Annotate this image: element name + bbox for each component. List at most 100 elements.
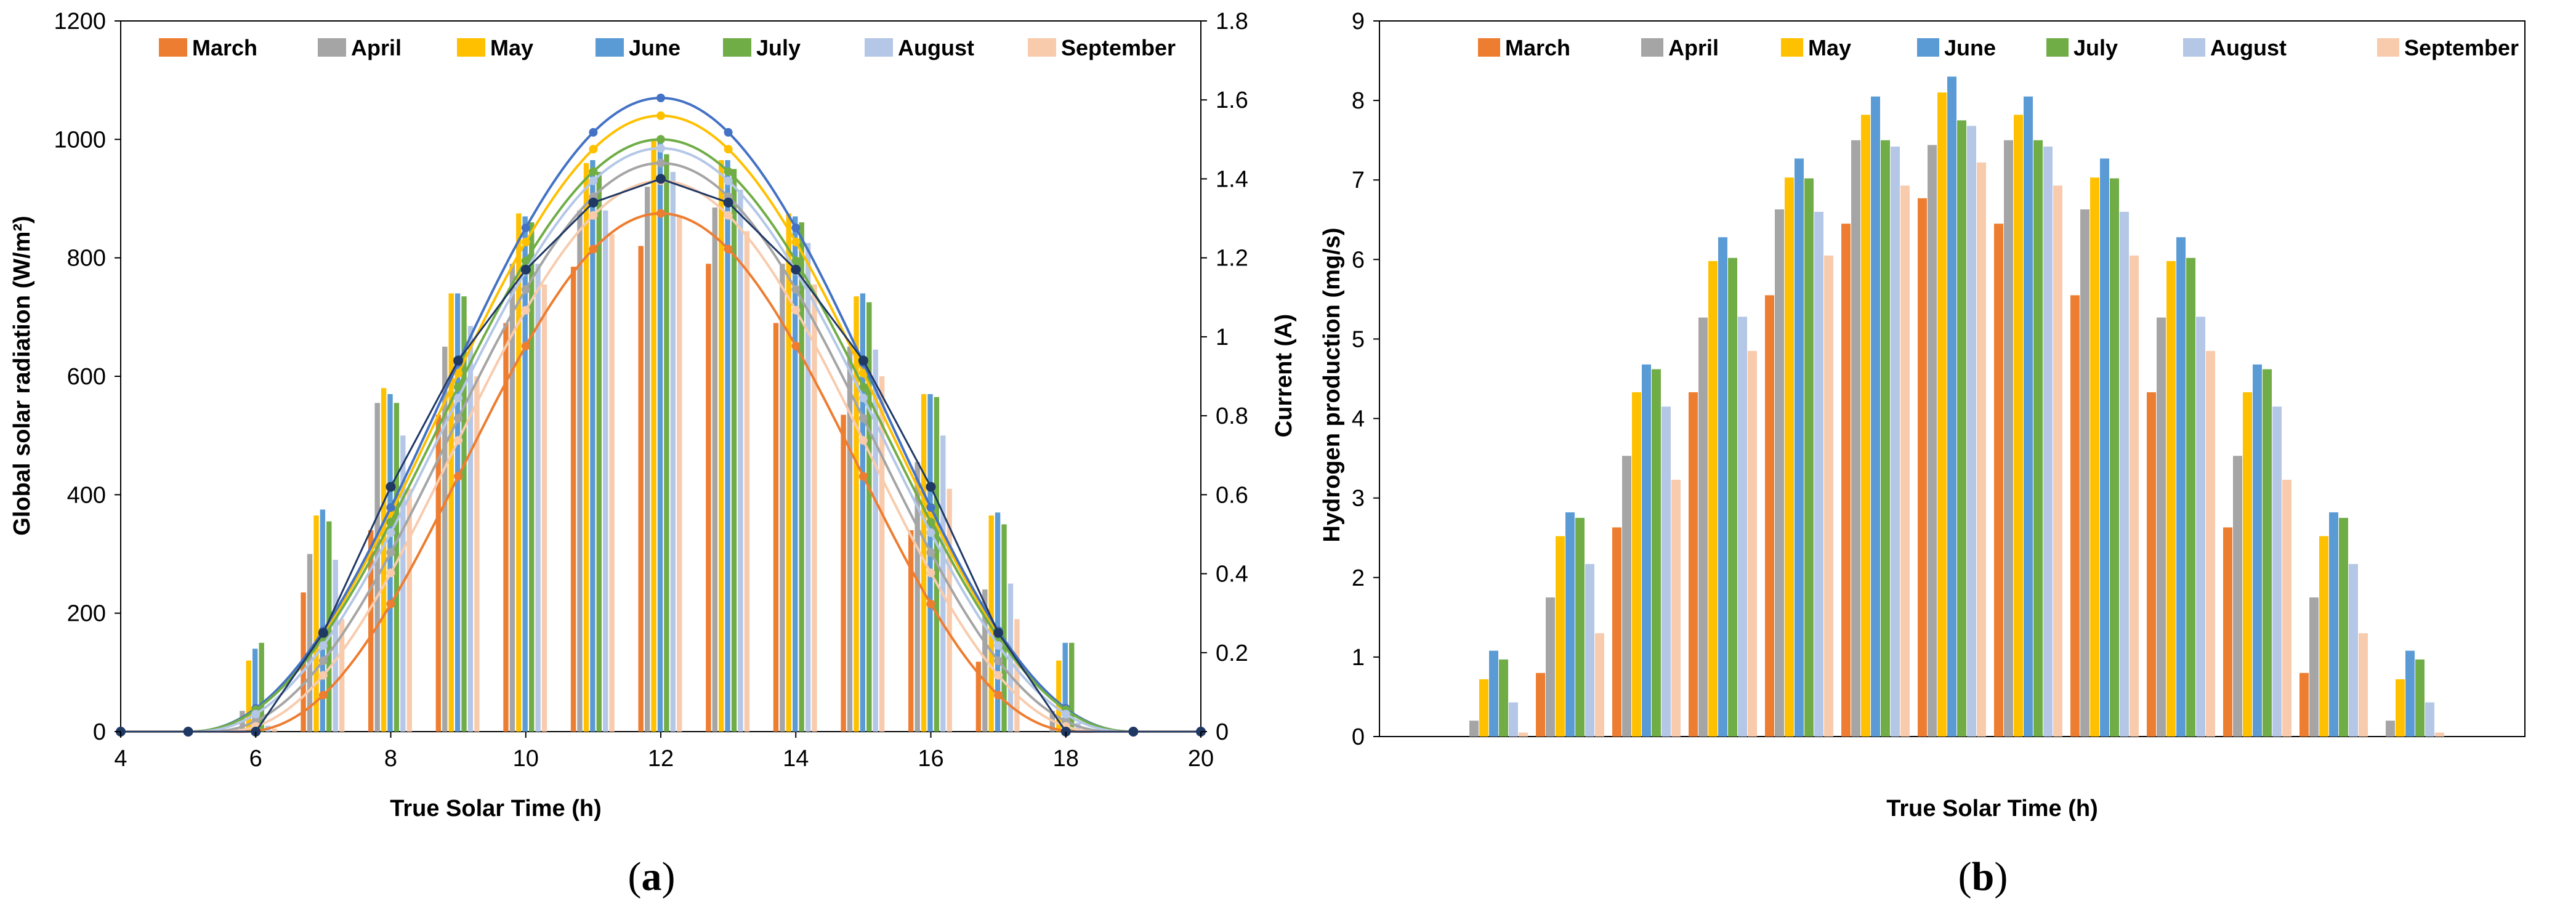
panel-a-curve-point-august-15 [858, 394, 868, 403]
panel-a-tick-labels: 4 6 8 10 12 14 16 18 2002004006008001000120000.2… [54, 9, 1248, 772]
panel-a-y2-tick-0-6: 0.6 [1216, 482, 1248, 508]
panel-a-axes [115, 20, 1207, 738]
panel-a-legend-label-march: March [192, 35, 257, 60]
panel-a-curve-point-april-16 [926, 548, 935, 557]
panel-b-bar-march-3 [1536, 673, 1545, 737]
panel-a-y2-tick-1-4: 1.4 [1216, 166, 1248, 192]
panel-b-legend-swatch-march [1478, 38, 1500, 57]
panel-a-curve-point-march-12 [656, 209, 665, 218]
panel-b-bar-july-13 [2339, 517, 2348, 737]
panel-b-bar-june-2 [1489, 650, 1498, 737]
panel-a-bar-july-14 [799, 222, 804, 732]
panel-a-bar-july-9 [461, 296, 467, 732]
panel-a-curve-point-april-10 [521, 285, 530, 294]
panel-b-bar-august-11 [2196, 317, 2205, 737]
panel-a-legend-label-may: May [490, 35, 533, 60]
panel-a-legend: March April May June July August September [159, 35, 1176, 60]
panel-a-curve-point-june-16 [926, 503, 935, 512]
panel-b-chart: 0 1 2 3 4 5 6 7 8 9 March April May June July August Se… [1319, 9, 2526, 899]
panel-b-bar-september-4 [1671, 480, 1681, 737]
panel-a-current-point-12 [656, 174, 666, 184]
panel-a-bar-september-14 [812, 284, 817, 732]
panel-a-legend-item-april: April [318, 35, 402, 60]
panel-a-curve-point-august-9 [454, 394, 463, 403]
panel-a-curve-point-september-16 [926, 568, 935, 578]
panel-a-y-tick-400: 400 [67, 482, 106, 508]
panel-b-y-tick-2: 2 [1352, 565, 1365, 591]
panel-b-bar-march-10 [2070, 295, 2080, 737]
panel-b-legend-item-june: June [1917, 35, 1996, 60]
panel-b-y-tick-4: 4 [1352, 406, 1365, 432]
panel-b-bar-group-8 [1918, 76, 1986, 737]
panel-a-bar-march-17 [975, 661, 982, 732]
panel-a-bar-june-11 [590, 160, 596, 732]
panel-b-bar-july-2 [1499, 659, 1508, 737]
panel-b-y-tick-5: 5 [1352, 326, 1365, 352]
panel-a-x-tick-12: 12 [648, 746, 674, 772]
panel-b-bar-august-14 [2425, 702, 2434, 737]
panel-a-curve-point-august-11 [589, 176, 598, 185]
panel-a-curve-point-july-10 [521, 256, 530, 265]
panel-b-bar-august-6 [1814, 211, 1823, 737]
panel-a-curve-point-april-14 [791, 285, 801, 294]
panel-b-bar-may-13 [2319, 536, 2328, 737]
panel-b-bar-august-9 [2043, 147, 2053, 737]
panel-b-bar-may-7 [1861, 115, 1870, 737]
panel-b-bar-group-2 [1469, 650, 1528, 737]
panel-b-legend-label-august: August [2210, 35, 2287, 60]
panel-a-legend-label-august: August [898, 35, 974, 60]
panel-a-bar-september-12 [677, 216, 682, 732]
panel-a-bar-june-14 [793, 216, 798, 732]
panel-a-x-axis-title: True Solar Time (h) [390, 796, 601, 822]
panel-a-current-point-13 [723, 197, 733, 208]
panel-b-bar-june-14 [2405, 650, 2415, 737]
panel-b-bar-september-2 [1519, 732, 1528, 737]
panel-b-legend-item-may: May [1781, 35, 1851, 60]
panel-b-bar-march-11 [2147, 392, 2156, 737]
panel-a-curve-point-august-8 [386, 528, 395, 537]
panel-a-current-point-10 [520, 264, 531, 275]
panel-a-bar-september-11 [609, 234, 615, 732]
panel-b-bar-june-13 [2329, 512, 2338, 737]
panel-b-bar-april-11 [2157, 317, 2166, 737]
panel-a-bar-july-17 [1001, 524, 1007, 732]
panel-a-bar-march-10 [503, 323, 509, 732]
panel-a-bar-august-16 [940, 435, 946, 732]
panel-a-bar-may-7 [313, 515, 319, 732]
panel-b-bar-september-6 [1824, 255, 1833, 737]
panel-a-bar-may-11 [583, 163, 589, 732]
panel-a-curve-point-may-13 [724, 145, 733, 154]
panel-a-bar-may-9 [448, 293, 454, 732]
panel-a-bar-august-17 [1007, 583, 1014, 732]
panel-b-y-tick-9: 9 [1352, 9, 1365, 34]
panel-b-legend-swatch-april [1641, 38, 1663, 57]
panel-a-bar-may-6 [246, 660, 251, 732]
panel-b-legend-label-may: May [1808, 35, 1851, 60]
panel-b-bar-september-3 [1595, 633, 1604, 737]
panel-a-curve-point-september-9 [454, 436, 463, 445]
panel-b-bar-june-3 [1565, 512, 1575, 737]
panel-b-bar-june-7 [1871, 96, 1880, 737]
panel-a-curve-point-may-10 [521, 237, 530, 246]
panel-a-bar-july-8 [394, 403, 400, 732]
panel-b-bar-august-2 [1509, 702, 1518, 737]
panel-a-bar-april-16 [915, 462, 920, 732]
panel-a-curve-point-august-17 [994, 641, 1003, 650]
panel-a-bar-august-11 [603, 210, 608, 732]
panel-a-curve-point-september-11 [589, 211, 598, 220]
panel-a-y-tick-200: 200 [67, 601, 106, 627]
panel-b-legend-item-april: April [1641, 35, 1719, 60]
panel-b-bar-april-8 [1928, 145, 1937, 737]
panel-b-bar-august-5 [1738, 317, 1747, 737]
panel-a-bar-may-14 [786, 213, 791, 732]
panel-b-bar-march-12 [2223, 527, 2232, 737]
panel-a-curve-point-april-8 [386, 548, 395, 557]
panel-b-legend-swatch-july [2046, 38, 2069, 57]
panel-a-current-point-16 [926, 482, 936, 492]
panel-b-bar-june-6 [1795, 158, 1804, 737]
panel-b-bar-april-10 [2080, 209, 2089, 737]
panel-b-bar-group-7 [1841, 96, 1910, 737]
panel-b-legend-swatch-september [2377, 38, 2399, 57]
panel-a-legend-swatch-may [457, 38, 485, 57]
panel-a-bar-september-13 [744, 231, 750, 732]
